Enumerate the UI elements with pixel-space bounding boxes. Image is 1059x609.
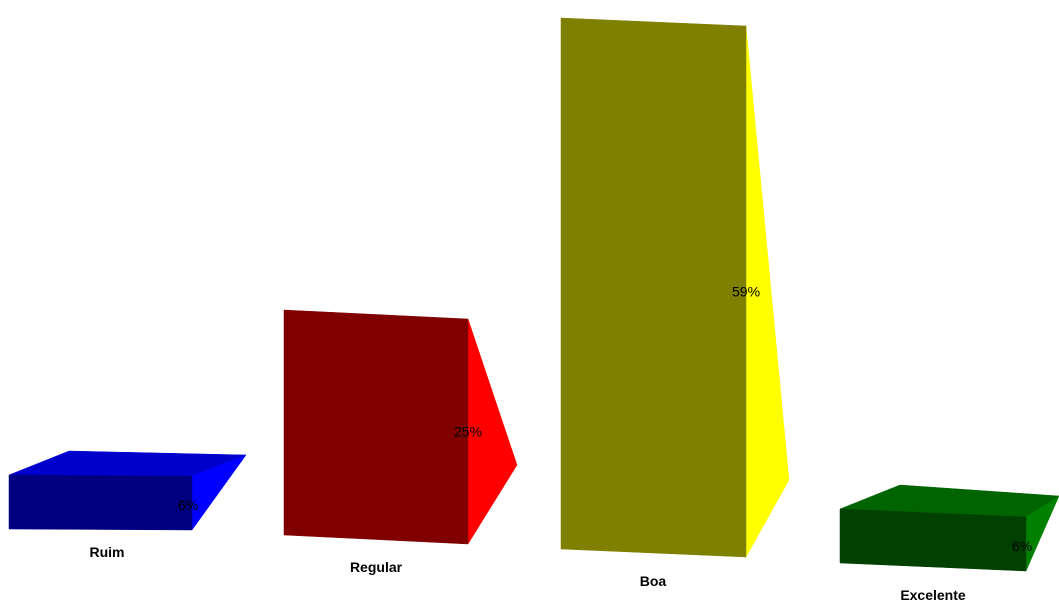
- category-label: Excelente: [900, 587, 966, 603]
- bar-regular: [283, 309, 469, 545]
- labels-group: 6% Ruim 25% Regular 59% Boa 6% Excelente: [90, 284, 1033, 604]
- value-label: 25%: [454, 424, 482, 440]
- bar-boa: [560, 17, 747, 558]
- category-label: Ruim: [90, 544, 125, 560]
- category-label: Regular: [350, 559, 403, 575]
- bars-group: [8, 17, 1059, 572]
- bar-ruim: [8, 474, 193, 531]
- value-label: 6%: [1012, 538, 1032, 554]
- value-label: 6%: [178, 497, 198, 513]
- category-label: Boa: [640, 573, 667, 589]
- bar-excelente: [839, 508, 1027, 572]
- value-label: 59%: [732, 284, 760, 300]
